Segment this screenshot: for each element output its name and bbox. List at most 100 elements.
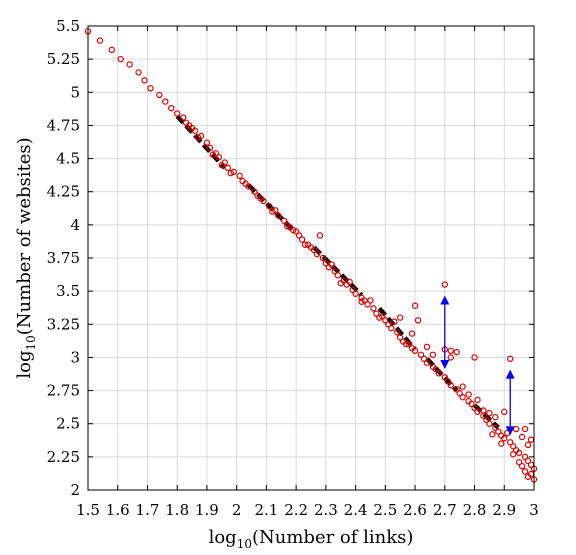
y-tick-label: 2.75	[47, 382, 80, 400]
y-tick-label: 4	[70, 216, 80, 234]
data-point	[498, 440, 505, 447]
data-point	[301, 241, 309, 248]
data-point	[474, 408, 481, 415]
data-point	[405, 340, 413, 348]
data-point	[108, 46, 115, 54]
x-tick-label: 2.1	[254, 501, 278, 519]
data-point	[224, 164, 231, 172]
x-tick-label: 1.6	[106, 501, 130, 519]
y-tick-label: 3.75	[47, 249, 80, 267]
data-point	[435, 370, 443, 377]
data-point	[203, 139, 211, 146]
data-point	[298, 236, 306, 243]
x-tick-label: 1.7	[136, 501, 160, 519]
data-point	[414, 317, 422, 324]
data-point	[518, 462, 526, 470]
data-point	[524, 457, 532, 465]
data-point	[447, 382, 454, 389]
data-point	[471, 404, 478, 412]
data-point	[495, 428, 502, 435]
data-point	[486, 409, 493, 417]
data-point	[512, 425, 520, 433]
data-point	[257, 195, 264, 202]
data-point	[432, 366, 440, 373]
x-tick-label: 1.9	[195, 501, 219, 519]
x-tick-label: 2.3	[314, 501, 338, 519]
data-point	[423, 359, 431, 366]
data-point	[281, 217, 288, 225]
data-point	[126, 61, 133, 68]
data-point	[319, 254, 327, 262]
data-point	[96, 37, 104, 44]
data-point	[337, 279, 344, 287]
y-tick-label: 3.5	[56, 282, 80, 300]
data-point	[402, 340, 410, 348]
data-point	[447, 354, 454, 361]
data-point	[156, 91, 163, 99]
arrow-head-up	[505, 369, 515, 379]
data-point	[501, 408, 508, 415]
x-tick-label: 2.7	[433, 501, 457, 519]
data-point	[135, 69, 142, 76]
y-tick-label: 5.5	[56, 17, 80, 35]
data-point	[295, 232, 303, 239]
data-point	[459, 394, 466, 401]
data-point	[456, 390, 463, 397]
data-point	[382, 317, 389, 324]
data-point	[518, 433, 526, 441]
data-point	[397, 334, 404, 341]
x-tick-label: 2.8	[463, 501, 487, 519]
data-point	[141, 77, 148, 84]
data-point	[447, 347, 454, 354]
data-point	[284, 222, 291, 230]
data-point	[515, 458, 523, 466]
data-point	[230, 168, 237, 176]
data-point	[370, 305, 377, 312]
data-point	[521, 425, 529, 433]
data-point	[168, 104, 175, 112]
data-point	[388, 325, 395, 332]
x-tick-label: 2.2	[284, 501, 308, 519]
arrows	[440, 295, 515, 436]
data-point	[361, 297, 368, 304]
y-tick-label: 3	[70, 348, 80, 366]
data-point	[441, 281, 448, 288]
data-point	[509, 443, 517, 450]
data-point	[492, 413, 499, 421]
data-point	[373, 310, 380, 317]
data-point	[275, 212, 282, 219]
data-point	[483, 416, 490, 423]
data-point	[471, 354, 478, 361]
data-point	[292, 228, 300, 235]
data-point	[328, 261, 336, 268]
data-point	[212, 150, 220, 157]
data-point	[242, 180, 249, 187]
x-tick-label: 2.9	[492, 501, 516, 519]
data-point	[411, 302, 419, 309]
x-tick-label: 2.4	[344, 501, 368, 519]
y-tick-label: 2.5	[56, 415, 80, 433]
data-point	[453, 386, 460, 393]
data-point	[379, 313, 386, 320]
data-point	[322, 260, 330, 267]
data-point	[367, 297, 374, 304]
data-point	[474, 396, 481, 404]
y-tick-label: 5	[70, 83, 80, 101]
x-tick-label: 3	[529, 501, 539, 519]
data-point	[346, 278, 353, 286]
data-point	[251, 188, 258, 195]
data-point	[227, 169, 234, 177]
data-point	[408, 330, 416, 337]
data-point	[509, 451, 517, 458]
x-axis-ticks: 1.5 1.6 1.7 1.8 1.9 2 2.1 2.2 2.3 2.4 2.5 2.6 2.7 2.8…	[76, 26, 539, 519]
fit-line-segment	[377, 306, 417, 351]
data-point	[117, 55, 124, 63]
data-point	[441, 374, 448, 381]
data-point	[515, 449, 523, 457]
data-point	[269, 208, 276, 215]
data-point	[307, 244, 315, 251]
data-point	[334, 272, 341, 279]
data-point	[236, 172, 243, 180]
